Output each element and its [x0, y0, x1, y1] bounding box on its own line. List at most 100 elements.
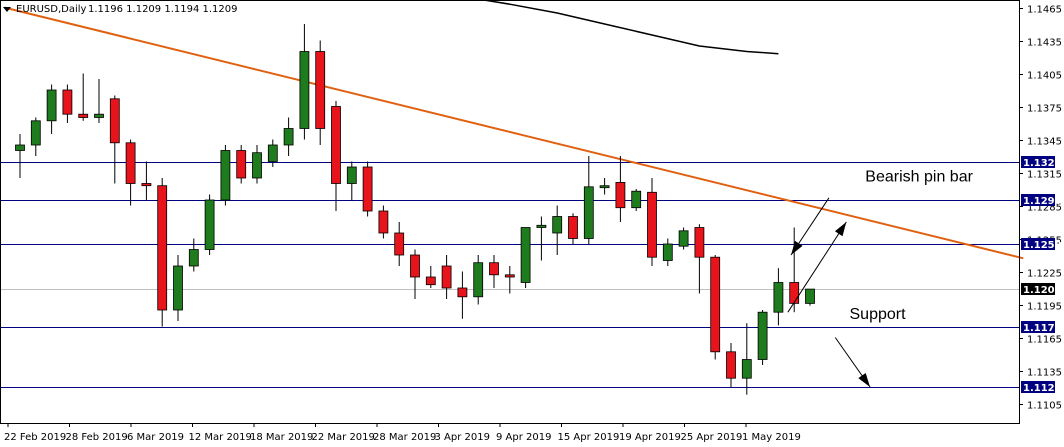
- current-price-label: 1.1209: [1023, 285, 1062, 296]
- current-price-box: [1021, 283, 1055, 295]
- candle-body: [220, 150, 231, 201]
- candle: [678, 227, 689, 250]
- candle-body: [188, 249, 199, 267]
- candle: [410, 249, 420, 299]
- candle: [757, 310, 768, 365]
- candle: [188, 238, 199, 272]
- candle: [662, 238, 673, 266]
- candle-body: [173, 265, 183, 311]
- candle-body: [631, 190, 642, 209]
- candle-body: [410, 254, 420, 278]
- candle: [615, 156, 626, 222]
- arrow-shaft: [787, 221, 847, 313]
- arrow-head: [834, 222, 847, 237]
- candle-body: [552, 216, 563, 234]
- candle-body: [489, 262, 499, 276]
- x-tick-label: 19 Apr 2019: [619, 432, 681, 443]
- candle: [267, 139, 278, 167]
- dropdown-triangle-icon[interactable]: [3, 7, 11, 12]
- candle-body: [46, 89, 57, 122]
- candle: [520, 227, 531, 288]
- candle-body: [125, 142, 136, 184]
- candle: [378, 205, 389, 239]
- y-tick-label: 1.1285: [1027, 203, 1062, 214]
- candle: [504, 266, 515, 294]
- candle-body: [362, 166, 373, 212]
- candle: [489, 255, 499, 288]
- arrow-head: [791, 240, 803, 255]
- x-tick-label: 6 Mar 2019: [127, 432, 184, 443]
- y-tick-label: 1.1135: [1027, 368, 1062, 379]
- x-tick-label: 18 Mar 2019: [250, 432, 313, 443]
- candle-body: [236, 150, 247, 179]
- x-tick-label: 3 Apr 2019: [435, 432, 490, 443]
- candle: [789, 227, 800, 313]
- candle: [694, 224, 705, 294]
- candle: [283, 117, 294, 156]
- candle: [78, 73, 89, 121]
- level-label: 1.1325: [1023, 158, 1062, 169]
- x-tick-label: 28 Mar 2019: [373, 432, 436, 443]
- x-tick-label: 22 Feb 2019: [4, 432, 66, 443]
- candle-body: [726, 351, 736, 379]
- candle-body: [773, 282, 784, 313]
- y-tick-label: 1.1435: [1027, 38, 1062, 49]
- candle-body: [331, 106, 341, 184]
- candle-body: [757, 311, 768, 360]
- y-tick-label: 1.1375: [1027, 104, 1062, 115]
- candle: [15, 134, 25, 178]
- candle-body: [741, 359, 752, 379]
- candle-body: [615, 181, 626, 209]
- trendline-layer: [3, 6, 1024, 260]
- candle: [30, 117, 41, 156]
- candle: [552, 205, 563, 255]
- plot-frame: [0, 0, 1020, 424]
- candle-body: [30, 120, 41, 146]
- candle: [425, 266, 436, 288]
- candle: [204, 194, 215, 255]
- candle: [599, 178, 610, 195]
- candle: [125, 139, 136, 206]
- candle: [315, 40, 326, 145]
- candle-body: [599, 185, 610, 189]
- candle-body: [647, 191, 657, 258]
- y-tick-label: 1.1165: [1027, 335, 1062, 346]
- candle: [568, 213, 578, 244]
- candle-body: [109, 98, 120, 144]
- candle-body: [694, 227, 705, 258]
- symbol-label: EURUSD,Daily: [16, 4, 87, 15]
- candle: [141, 161, 152, 200]
- candle-body: [441, 265, 452, 289]
- candle: [583, 156, 594, 244]
- level-label: 1.1290: [1023, 196, 1062, 207]
- candle: [62, 84, 73, 123]
- candle: [394, 222, 405, 266]
- candle: [473, 255, 484, 305]
- candle: [157, 178, 168, 327]
- level-label-box: [1021, 381, 1055, 393]
- candle: [457, 271, 468, 319]
- candle: [710, 255, 721, 360]
- candle-body: [315, 51, 326, 129]
- arrow-head: [858, 372, 871, 387]
- x-tick-label: 28 Feb 2019: [66, 432, 128, 443]
- candle-body: [583, 186, 594, 239]
- candle-body: [678, 230, 689, 247]
- candle: [441, 255, 452, 299]
- x-tick-label: 12 Mar 2019: [189, 432, 252, 443]
- candle-body: [473, 262, 484, 298]
- level-label: 1.1175: [1023, 323, 1062, 334]
- candle: [173, 255, 183, 321]
- candle: [109, 95, 120, 184]
- time-axis[interactable]: 22 Feb 2019 28 Feb 2019 6 Mar 2019 12 Mar 2…: [4, 423, 801, 443]
- annotation-arrow: [834, 337, 871, 388]
- candle-body: [62, 89, 73, 115]
- x-tick-label: 22 Mar 2019: [312, 432, 375, 443]
- candle-body: [394, 232, 405, 256]
- ohlc-readout: 1.1196 1.1209 1.1194 1.1209: [88, 4, 238, 15]
- candle-body: [346, 166, 357, 184]
- annotation-arrow: [787, 221, 847, 313]
- candle-body: [662, 243, 673, 261]
